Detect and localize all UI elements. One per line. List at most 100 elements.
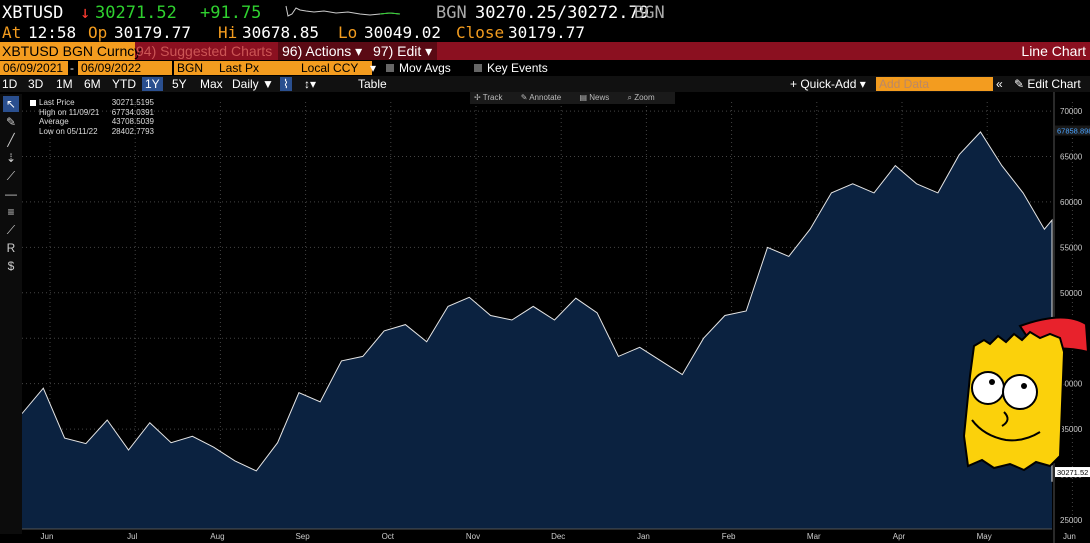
percent-icon[interactable]: ⇣ <box>5 151 17 165</box>
line-chart-icon[interactable]: ⌇ <box>280 77 292 91</box>
legend-low: Low on 05/11/22 28402.7793 <box>30 127 154 137</box>
legend-last-price[interactable]: Last Price 30271.5195 <box>30 98 154 108</box>
currency-dropdown-icon[interactable]: ▾ <box>370 61 377 75</box>
annotate-button[interactable]: ✎ Annotate <box>520 93 562 102</box>
close-value: 30179.77 <box>508 23 586 42</box>
edit-menu[interactable]: 97) Edit ▾ <box>369 42 437 60</box>
edit-chart-label: Edit Chart <box>1027 77 1081 91</box>
x-tick-label: Sep <box>295 532 310 541</box>
period-3d[interactable]: 3D <box>28 77 44 91</box>
y-tick-label: 60000 <box>1060 198 1083 207</box>
low-value: 30049.02 <box>364 23 442 42</box>
period-max[interactable]: Max <box>200 77 223 91</box>
open-label: Op <box>88 23 108 42</box>
currency-select[interactable]: Local CCY <box>298 61 372 75</box>
period-1m[interactable]: 1M <box>56 77 73 91</box>
x-tick-label: Apr <box>893 532 906 541</box>
edit-icon: ✎ <box>1014 77 1028 91</box>
text-icon[interactable]: R <box>6 241 16 255</box>
ticker: XBTUSD <box>2 3 64 23</box>
y-tick-label: 25000 <box>1060 516 1083 525</box>
x-tick-label: Jun <box>1063 532 1076 541</box>
add-data-input[interactable]: Add Data <box>876 77 993 91</box>
fib-icon[interactable]: ≡ <box>7 205 15 219</box>
track-button[interactable]: ✢ Track <box>474 93 503 102</box>
chart-type-label[interactable]: Line Chart <box>1021 43 1086 59</box>
x-tick-label: Aug <box>210 532 224 541</box>
x-tick-label: Jan <box>637 532 650 541</box>
bar-type-icon[interactable]: ↕▾ <box>304 77 317 91</box>
x-tick-label: Feb <box>722 532 736 541</box>
zoom-button[interactable]: ⌕ Zoom <box>627 93 655 102</box>
price-icon[interactable]: $ <box>7 259 15 273</box>
table-button[interactable]: Table <box>358 77 387 91</box>
sparkline <box>284 2 404 25</box>
legend-average: Average 43708.5039 <box>30 117 154 127</box>
open-value: 30179.77 <box>114 23 192 42</box>
close-label: Close <box>456 23 505 42</box>
collapse-icon[interactable]: « <box>996 77 1003 91</box>
horizontal-line-icon[interactable]: — <box>5 187 17 201</box>
axis-markers: 67858.898 30271.52 <box>1055 125 1090 478</box>
legend-high-label: High on 11/09/21 <box>39 107 100 117</box>
period-1y[interactable]: 1Y <box>142 77 163 91</box>
period-5y[interactable]: 5Y <box>172 77 187 91</box>
x-tick-label: Oct <box>382 532 395 541</box>
period-1d[interactable]: 1D <box>2 77 18 91</box>
trendline-icon[interactable]: ╱ <box>7 133 15 147</box>
period-ytd[interactable]: YTD <box>112 77 136 91</box>
edit-chart-button[interactable]: ✎ Edit Chart <box>1014 77 1081 91</box>
menu-bar: XBTUSD BGN Curncy 94) Suggested Charts 9… <box>0 42 1090 60</box>
key-events-toggle[interactable]: Key Events <box>474 61 548 75</box>
last-price: 30271.52 <box>95 3 177 23</box>
y-tick-label: 35000 <box>1060 425 1083 434</box>
end-date-field[interactable]: 06/09/2022 <box>78 61 172 75</box>
price-area <box>22 132 1052 529</box>
legend-low-label: Low on 05/11/22 <box>39 126 98 136</box>
mov-avgs-label: Mov Avgs <box>399 61 451 75</box>
actions-menu[interactable]: 96) Actions ▾ <box>278 42 370 60</box>
channel-icon[interactable]: ⟋ <box>6 169 16 183</box>
zoom-label: Zoom <box>634 93 655 102</box>
last-value-label: 30271.52 <box>1057 468 1088 477</box>
x-tick-label: Nov <box>466 532 480 541</box>
legend-last-price-label: Last Price <box>39 98 75 107</box>
legend-high-value: 67734.0391 <box>111 107 154 117</box>
frequency-select[interactable]: Daily ▼ <box>232 77 274 91</box>
down-arrow-icon: ↓ <box>80 3 91 23</box>
quote-details: At 12:58 Op 30179.77 Hi 30678.85 Lo 3004… <box>0 23 1090 43</box>
cartoon-character-image <box>962 316 1090 472</box>
param-bar: 06/09/2021 - 06/09/2022 BGN Last Px Loca… <box>0 60 1090 76</box>
period-6m[interactable]: 6M <box>84 77 101 91</box>
chart-toolbar: ✢ Track ✎ Annotate ▤ News ⌕ Zoom <box>470 92 675 104</box>
high-marker-label: 67858.898 <box>1057 127 1090 136</box>
at-time: 12:58 <box>28 23 77 42</box>
quick-add-button[interactable]: + Quick-Add ▾ <box>790 77 866 91</box>
price-field-select[interactable]: Last Px <box>216 61 298 75</box>
x-tick-label: Jun <box>41 532 54 541</box>
x-axis: Jun Jul Aug Sep Oct Nov Dec Jan Feb Mar Apr May Jun <box>22 528 1076 541</box>
high-label: Hi <box>218 23 238 42</box>
x-tick-label: Dec <box>551 532 565 541</box>
ray-icon[interactable]: ⟋ <box>6 223 16 237</box>
y-tick-label: 65000 <box>1060 153 1083 162</box>
y-tick-label: 50000 <box>1060 289 1083 298</box>
pen-icon[interactable]: ✎ <box>5 115 17 129</box>
news-label: News <box>589 93 610 102</box>
news-button[interactable]: ▤ News <box>579 93 610 102</box>
pointer-icon[interactable]: ↖ <box>3 96 19 112</box>
source-field[interactable]: BGN <box>174 61 216 75</box>
suggested-charts-menu[interactable]: 94) Suggested Charts <box>136 43 273 59</box>
at-label: At <box>2 23 22 42</box>
mov-avgs-toggle[interactable]: Mov Avgs <box>386 61 451 75</box>
last-value-label-box <box>1055 467 1090 478</box>
date-separator: - <box>70 61 74 75</box>
security-title[interactable]: XBTUSD BGN Curncy <box>0 42 142 60</box>
period-bar: 1D 3D 1M 6M YTD 1Y 5Y Max Daily ▼ ⌇ ↕▾ T… <box>0 76 1090 92</box>
drawing-toolbar: ↖ ✎ ╱ ⇣ ⟋ — ≡ ⟋ R $ <box>0 94 22 534</box>
source-label-2: BGN <box>634 3 665 23</box>
legend-high: High on 11/09/21 67734.0391 <box>30 108 154 118</box>
start-date-field[interactable]: 06/09/2021 <box>0 61 68 75</box>
legend-low-value: 28402.7793 <box>111 126 154 136</box>
track-label: Track <box>482 93 503 102</box>
